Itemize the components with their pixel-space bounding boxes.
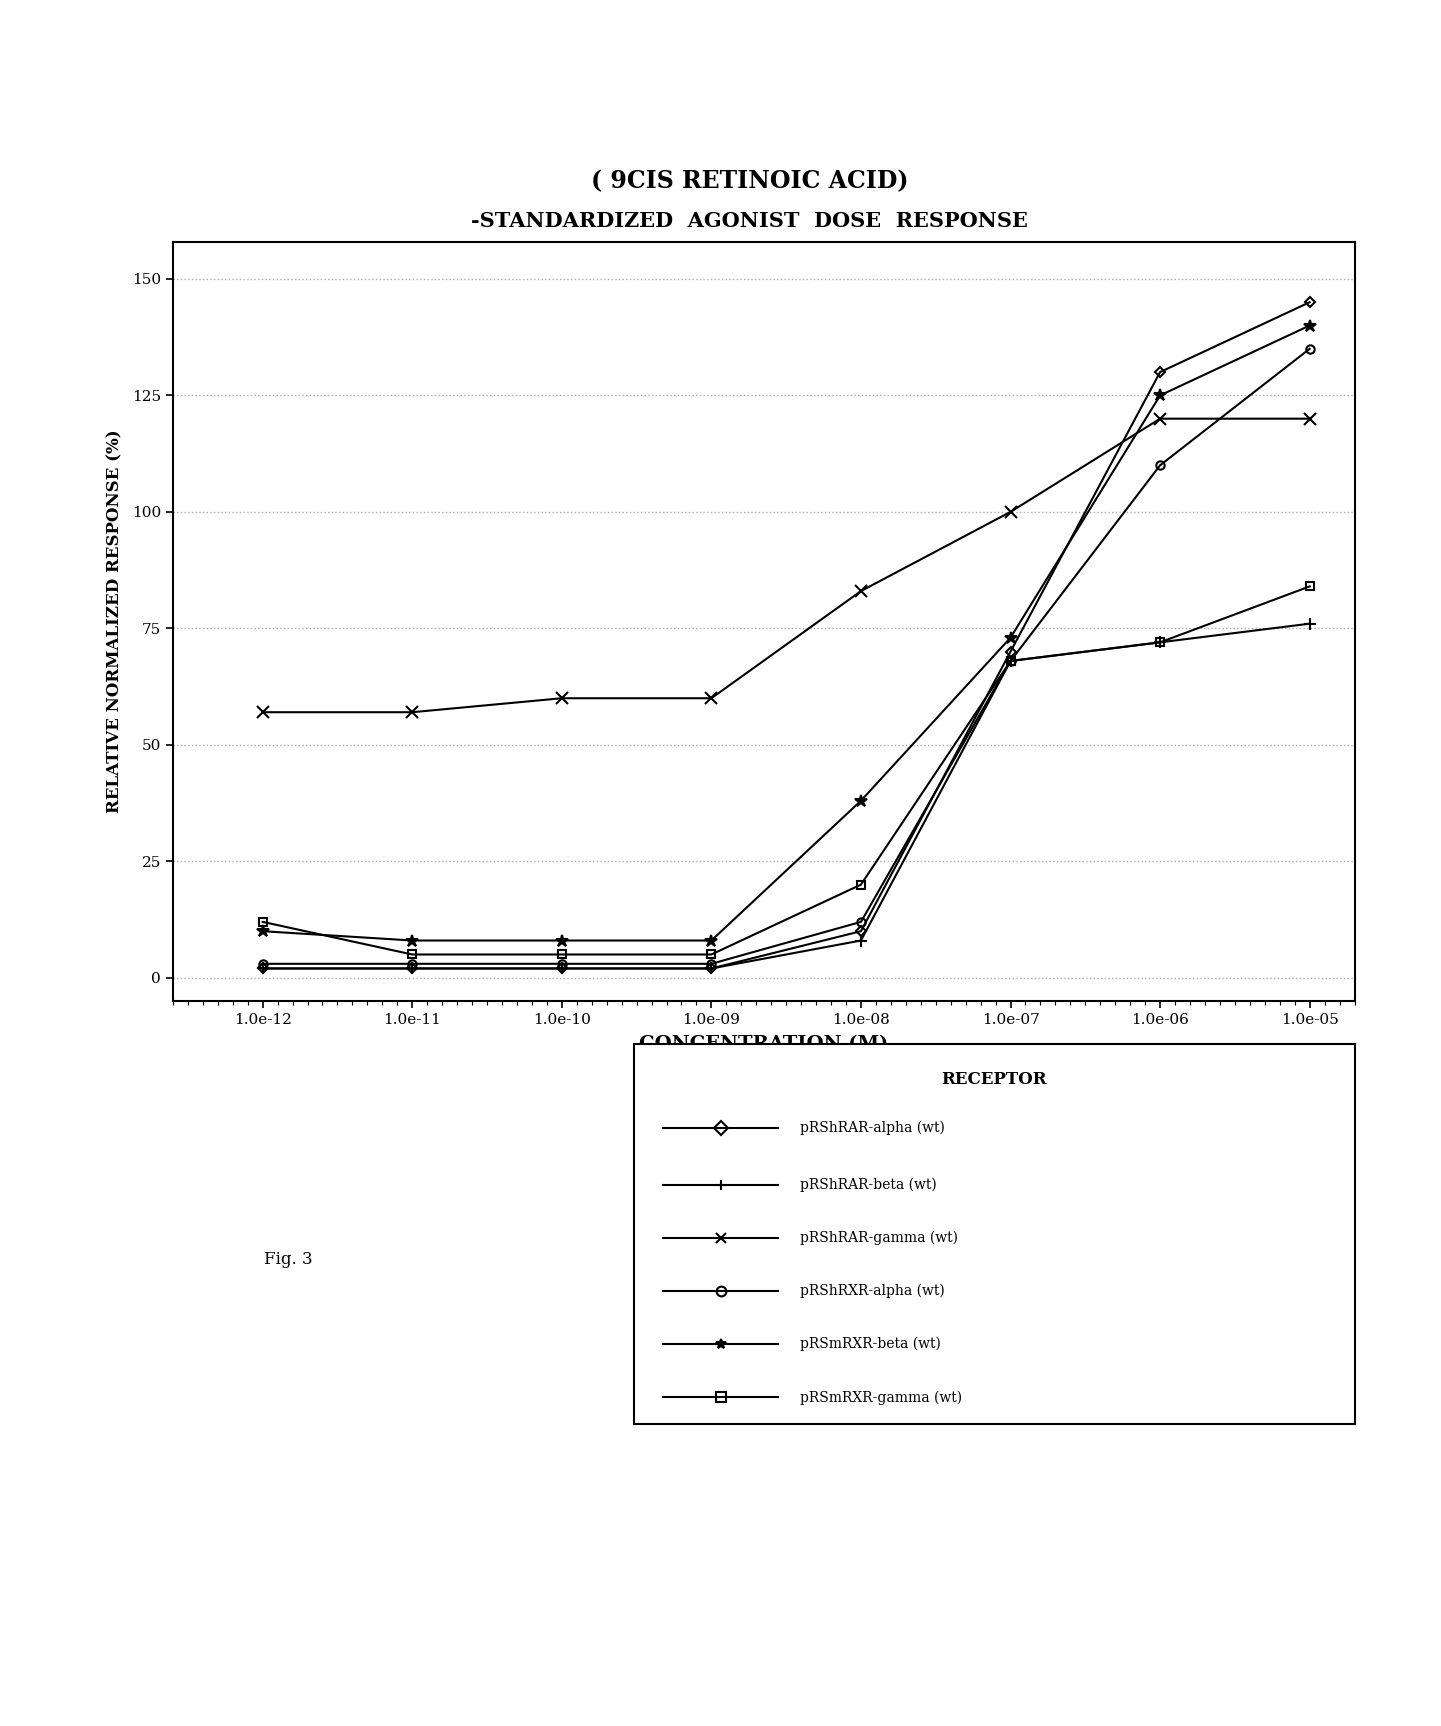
Text: RECEPTOR: RECEPTOR	[941, 1070, 1048, 1087]
Text: ( 9CIS RETINOIC ACID): ( 9CIS RETINOIC ACID)	[591, 169, 908, 193]
Text: pRShRAR-gamma (wt): pRShRAR-gamma (wt)	[800, 1231, 958, 1244]
Y-axis label: RELATIVE NORMALIZED RESPONSE (%): RELATIVE NORMALIZED RESPONSE (%)	[107, 430, 124, 813]
Text: pRSmRXR-beta (wt): pRSmRXR-beta (wt)	[800, 1338, 941, 1351]
Text: -STANDARDIZED  AGONIST  DOSE  RESPONSE: -STANDARDIZED AGONIST DOSE RESPONSE	[471, 211, 1027, 231]
Text: Fig. 3: Fig. 3	[264, 1251, 313, 1269]
Text: pRShRAR-alpha (wt): pRShRAR-alpha (wt)	[800, 1120, 945, 1136]
Text: pRShRXR-alpha (wt): pRShRXR-alpha (wt)	[800, 1284, 944, 1298]
Text: pRSmRXR-gamma (wt): pRSmRXR-gamma (wt)	[800, 1389, 963, 1405]
Text: pRShRAR-beta (wt): pRShRAR-beta (wt)	[800, 1177, 937, 1193]
X-axis label: CONCENTRATION (M): CONCENTRATION (M)	[640, 1036, 888, 1053]
